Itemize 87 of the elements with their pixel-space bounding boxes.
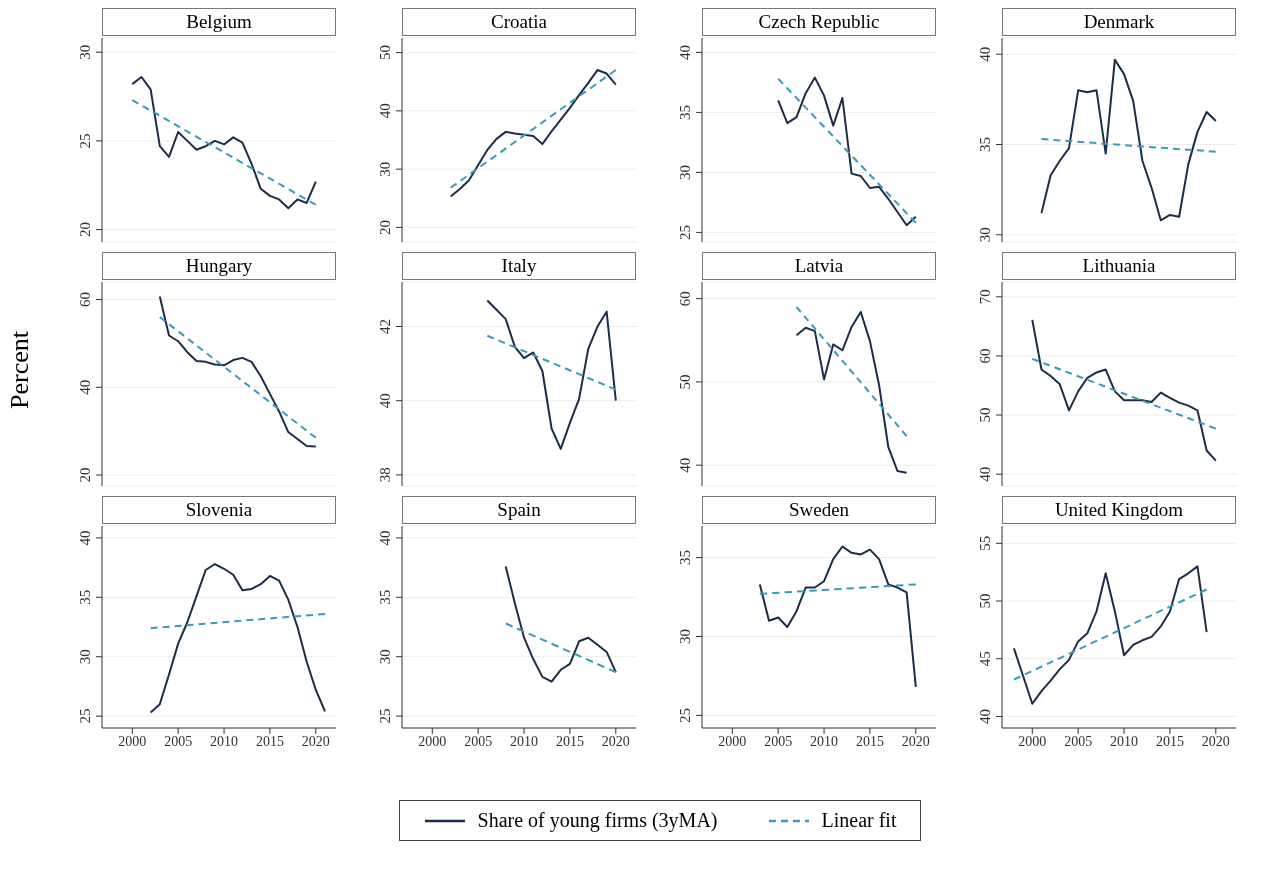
chart-title: Denmark bbox=[1002, 8, 1236, 36]
y-tick-label: 45 bbox=[977, 651, 993, 667]
x-tick-label: 2000 bbox=[718, 733, 747, 749]
y-tick-label: 40 bbox=[677, 457, 693, 473]
y-tick-label: 20 bbox=[77, 222, 93, 238]
y-tick-label: 42 bbox=[377, 319, 393, 335]
x-tick-label: 2020 bbox=[601, 733, 630, 749]
legend-label: Linear fit bbox=[821, 809, 897, 832]
chart-title: United Kingdom bbox=[1002, 496, 1236, 524]
y-tick-label: 30 bbox=[677, 628, 693, 644]
y-tick-label: 20 bbox=[377, 219, 393, 235]
y-tick-label: 40 bbox=[977, 466, 993, 482]
y-tick-label: 50 bbox=[677, 374, 693, 390]
y-tick-label: 40 bbox=[77, 379, 93, 395]
y-tick-label: 30 bbox=[77, 44, 93, 60]
chart-title: Czech Republic bbox=[702, 8, 936, 36]
x-tick-label: 2005 bbox=[764, 733, 793, 749]
legend-label: Share of young firms (3yMA) bbox=[477, 809, 718, 832]
x-tick-label: 2020 bbox=[901, 733, 930, 749]
y-tick-label: 70 bbox=[977, 289, 993, 305]
y-tick-label: 40 bbox=[977, 46, 993, 62]
y-tick-label: 30 bbox=[677, 164, 693, 180]
y-tick-label: 25 bbox=[377, 708, 393, 724]
x-tick-label: 2010 bbox=[1110, 733, 1139, 749]
y-tick-label: 35 bbox=[377, 589, 393, 605]
y-tick-label: 40 bbox=[977, 708, 993, 724]
chart-title: Latvia bbox=[702, 252, 936, 280]
chart-title: Italy bbox=[402, 252, 636, 280]
x-tick-label: 2020 bbox=[1201, 733, 1230, 749]
x-tick-label: 2000 bbox=[118, 733, 147, 749]
x-tick-label: 2010 bbox=[510, 733, 539, 749]
chart-title: Croatia bbox=[402, 8, 636, 36]
x-tick-label: 2015 bbox=[555, 733, 584, 749]
x-tick-label: 2005 bbox=[164, 733, 193, 749]
y-tick-label: 50 bbox=[977, 593, 993, 609]
x-tick-label: 2010 bbox=[810, 733, 839, 749]
y-tick-label: 40 bbox=[77, 530, 93, 546]
line-series bbox=[149, 563, 326, 714]
chart-title: Lithuania bbox=[1002, 252, 1236, 280]
line-series bbox=[795, 310, 908, 474]
y-tick-label: 50 bbox=[977, 407, 993, 423]
x-tick-label: 2010 bbox=[210, 733, 239, 749]
x-tick-label: 2005 bbox=[1064, 733, 1093, 749]
y-tick-label: 35 bbox=[977, 137, 993, 153]
x-tick-label: 2015 bbox=[255, 733, 284, 749]
line-series bbox=[1031, 318, 1217, 462]
line-series bbox=[486, 299, 617, 450]
y-tick-label: 50 bbox=[377, 45, 393, 61]
line-series bbox=[1040, 58, 1217, 222]
y-tick-label: 60 bbox=[677, 291, 693, 307]
x-tick-label: 2015 bbox=[1155, 733, 1184, 749]
chart-title: Sweden bbox=[702, 496, 936, 524]
x-tick-label: 2000 bbox=[418, 733, 447, 749]
y-tick-label: 55 bbox=[977, 535, 993, 551]
y-tick-label: 30 bbox=[377, 649, 393, 665]
chart-title: Spain bbox=[402, 496, 636, 524]
y-tick-label: 40 bbox=[377, 393, 393, 409]
y-tick-label: 40 bbox=[377, 103, 393, 119]
chart-title: Hungary bbox=[102, 252, 336, 280]
y-tick-label: 40 bbox=[677, 44, 693, 60]
y-tick-label: 30 bbox=[77, 649, 93, 665]
y-tick-label: 25 bbox=[77, 708, 93, 724]
y-tick-label: 40 bbox=[377, 530, 393, 546]
y-tick-label: 38 bbox=[377, 467, 393, 483]
line-series bbox=[758, 545, 917, 688]
x-tick-label: 2020 bbox=[301, 733, 330, 749]
x-tick-label: 2015 bbox=[855, 733, 884, 749]
line-series bbox=[158, 295, 317, 448]
y-tick-label: 25 bbox=[677, 224, 693, 240]
chart-title: Belgium bbox=[102, 8, 336, 36]
y-tick-label: 35 bbox=[677, 104, 693, 120]
y-tick-label: 30 bbox=[377, 161, 393, 177]
line-series bbox=[504, 565, 617, 683]
y-tick-label: 30 bbox=[977, 227, 993, 243]
y-tick-label: 60 bbox=[77, 292, 93, 308]
y-tick-label: 60 bbox=[977, 348, 993, 364]
x-tick-label: 2000 bbox=[1018, 733, 1047, 749]
line-series bbox=[131, 76, 317, 210]
chart-title: Slovenia bbox=[102, 496, 336, 524]
y-tick-label: 35 bbox=[677, 550, 693, 566]
y-axis-title: Percent bbox=[5, 331, 35, 409]
y-tick-label: 25 bbox=[677, 707, 693, 723]
y-tick-label: 35 bbox=[77, 589, 93, 605]
y-tick-label: 25 bbox=[77, 133, 93, 149]
x-tick-label: 2005 bbox=[464, 733, 493, 749]
y-tick-label: 20 bbox=[77, 467, 93, 483]
line-series bbox=[1012, 565, 1208, 705]
